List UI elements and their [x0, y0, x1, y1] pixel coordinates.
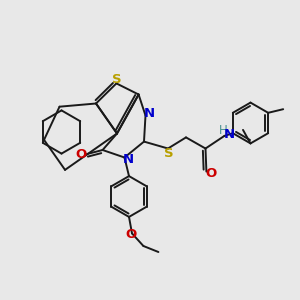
Text: O: O — [205, 167, 217, 180]
Text: N: N — [122, 153, 134, 167]
Text: S: S — [164, 147, 173, 160]
Text: H: H — [218, 124, 227, 137]
Text: O: O — [75, 148, 87, 161]
Text: N: N — [144, 106, 155, 120]
Text: S: S — [112, 73, 121, 86]
Text: O: O — [125, 228, 136, 241]
Text: N: N — [224, 128, 236, 141]
